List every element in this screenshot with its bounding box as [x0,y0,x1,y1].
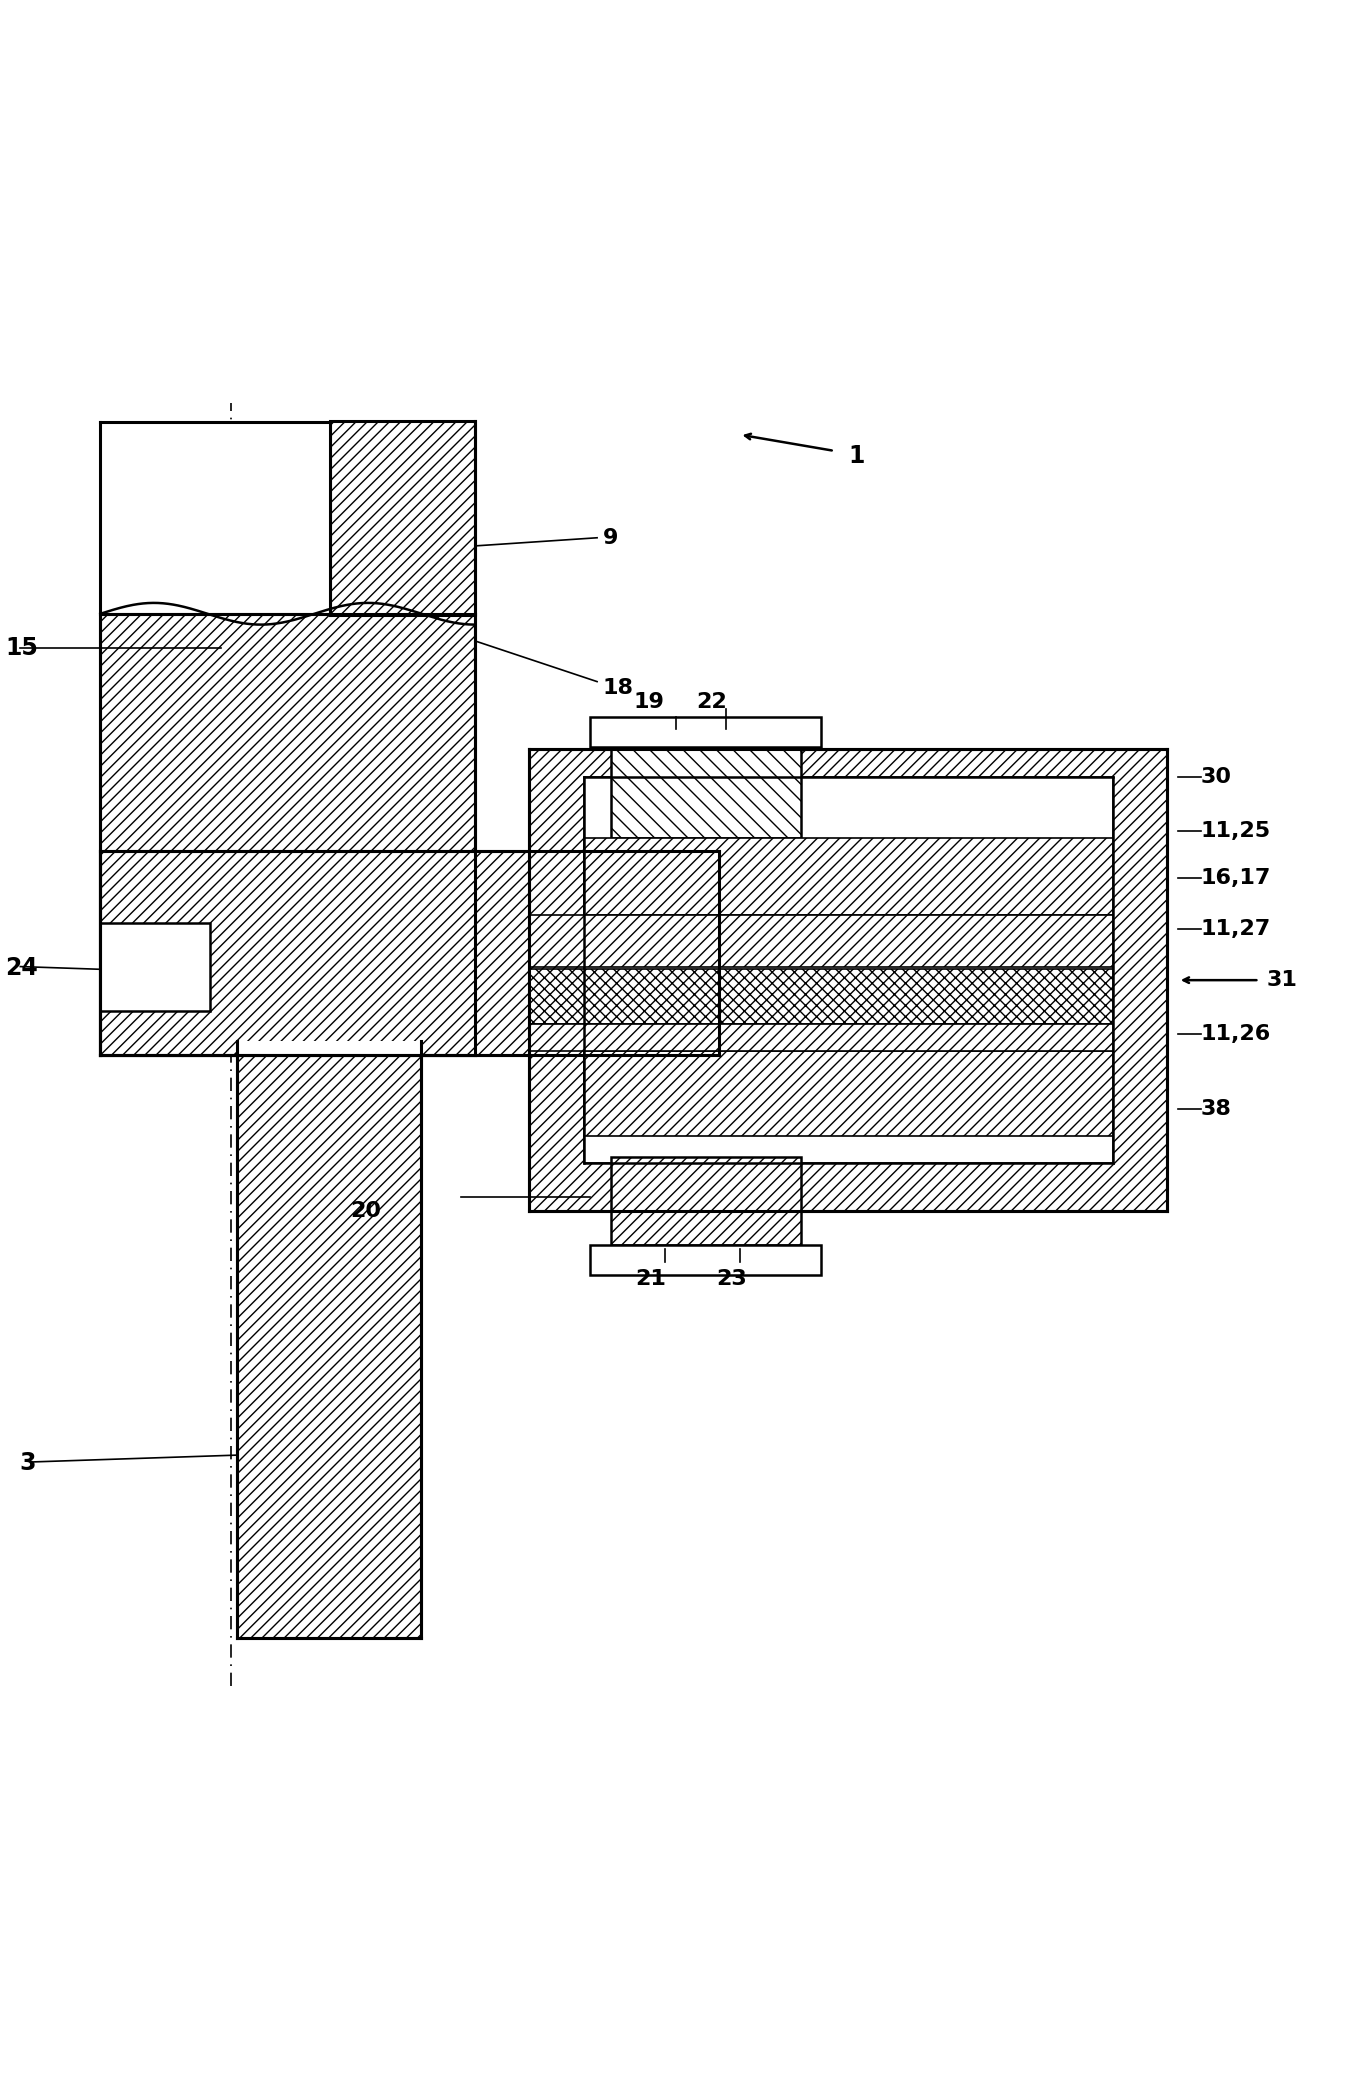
Text: 3: 3 [19,1450,35,1476]
Bar [529,916,1113,966]
Text: 11,26: 11,26 [1201,1025,1272,1044]
Text: 16,17: 16,17 [1201,868,1272,889]
Text: 22: 22 [696,692,727,713]
Text: 23: 23 [716,1268,748,1289]
Text: 15: 15 [5,635,38,660]
Text: 24: 24 [5,956,38,981]
Bar [584,838,1113,916]
Bar [100,614,475,1054]
Text: 9: 9 [603,528,617,547]
Bar [590,1245,821,1274]
Bar [611,1157,801,1245]
Text: 11,25: 11,25 [1201,822,1272,840]
Bar [590,717,821,746]
Bar [100,851,719,1054]
Bar [529,968,1113,1023]
Text: 30: 30 [1201,767,1232,786]
Text: 1: 1 [848,444,864,467]
Bar [100,922,210,1012]
Text: 31: 31 [1266,970,1297,989]
Bar [611,746,801,838]
Bar [584,778,1113,1163]
Text: 21: 21 [635,1268,666,1289]
Text: 18: 18 [603,679,634,698]
Text: 11,27: 11,27 [1201,918,1272,939]
Bar [584,1050,1113,1136]
Bar [100,423,330,612]
Bar [529,1023,1113,1050]
Bar [529,750,1167,1211]
Bar [330,421,475,614]
Bar [237,1054,421,1639]
Text: 38: 38 [1201,1098,1232,1119]
Text: 19: 19 [634,692,665,713]
Text: 20: 20 [350,1201,381,1220]
Bar [237,1042,421,1054]
